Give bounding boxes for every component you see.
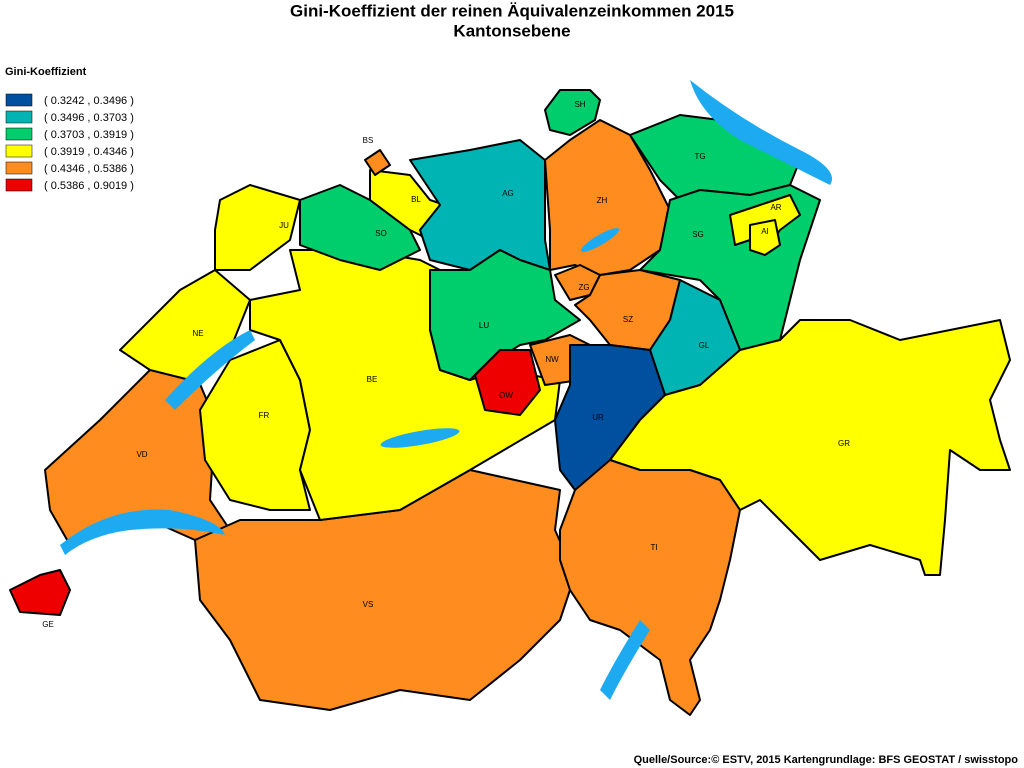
- canton-label: BL: [411, 195, 421, 204]
- canton-label: AG: [502, 189, 514, 198]
- canton-label: AR: [770, 203, 781, 212]
- canton: [474, 349, 541, 416]
- legend-swatch: [5, 144, 33, 158]
- canton: [749, 219, 781, 256]
- canton-label: SG: [692, 230, 704, 239]
- canton-label: GL: [699, 341, 710, 350]
- legend: ( 0.3242 , 0.3496 ) ( 0.3496 , 0.3703 ) ( …: [5, 93, 134, 192]
- canton: [729, 194, 801, 246]
- canton-label: GR: [838, 439, 850, 448]
- canton-label: NW: [545, 355, 559, 364]
- legend-swatch: [5, 178, 33, 192]
- canton: [559, 459, 741, 716]
- subtitle: Kantonsebene: [453, 21, 570, 40]
- canton-label: BE: [367, 375, 378, 384]
- legend-label: ( 0.3919 , 0.4346 ): [44, 146, 134, 158]
- source: Quelle/Source:© ESTV, 2015 Kartengrundla…: [634, 754, 1019, 766]
- legend-swatch: [5, 161, 33, 175]
- canton-label: JU: [279, 221, 289, 230]
- canton-label: LU: [479, 321, 489, 330]
- legend-label: ( 0.5386 , 0.9019 ): [44, 180, 134, 192]
- canton: [9, 569, 71, 616]
- canton-label: UR: [592, 413, 604, 422]
- title: Gini-Koeffizient der reinen Äquivalenzei…: [290, 1, 734, 20]
- canton: [299, 184, 421, 271]
- canton-label: BS: [363, 136, 374, 145]
- canton: [544, 89, 601, 136]
- canton-label: OW: [499, 391, 513, 400]
- canton: [214, 184, 301, 271]
- canton-label: VD: [136, 450, 147, 459]
- legend-label: ( 0.4346 , 0.5386 ): [44, 163, 134, 175]
- lake: [60, 509, 225, 555]
- lakes: [60, 80, 832, 700]
- canton-label: SZ: [623, 315, 633, 324]
- canton-label: GE: [42, 620, 54, 629]
- lake: [165, 330, 255, 410]
- legend-swatch: [5, 110, 33, 124]
- canton-label: VS: [363, 600, 374, 609]
- canton-label: SH: [574, 100, 585, 109]
- canton-label: SO: [375, 229, 387, 238]
- canton-labels: GE VD VS FR NE JU BE SO BL BS AG ZH SH T…: [42, 100, 850, 629]
- lake: [600, 620, 650, 700]
- canton-label: ZG: [578, 283, 589, 292]
- canton-label: AI: [761, 227, 769, 236]
- canton: [429, 249, 581, 381]
- canton: [364, 149, 391, 176]
- canton-label: ZH: [597, 196, 608, 205]
- legend-label: ( 0.3496 , 0.3703 ): [44, 112, 134, 124]
- canton-label: TG: [694, 152, 705, 161]
- lake: [580, 228, 620, 252]
- canton-label: FR: [259, 411, 270, 420]
- legend-label: ( 0.3242 , 0.3496 ): [44, 95, 134, 107]
- lake: [690, 80, 832, 185]
- legend-title: Gini-Koeffizient: [5, 66, 87, 78]
- canton-label: TI: [650, 543, 657, 552]
- canton-label: NE: [192, 329, 203, 338]
- lake: [380, 428, 460, 448]
- legend-swatch: [5, 93, 33, 107]
- legend-label: ( 0.3703 , 0.3919 ): [44, 129, 134, 141]
- legend-swatch: [5, 127, 33, 141]
- cantons: [9, 89, 1011, 716]
